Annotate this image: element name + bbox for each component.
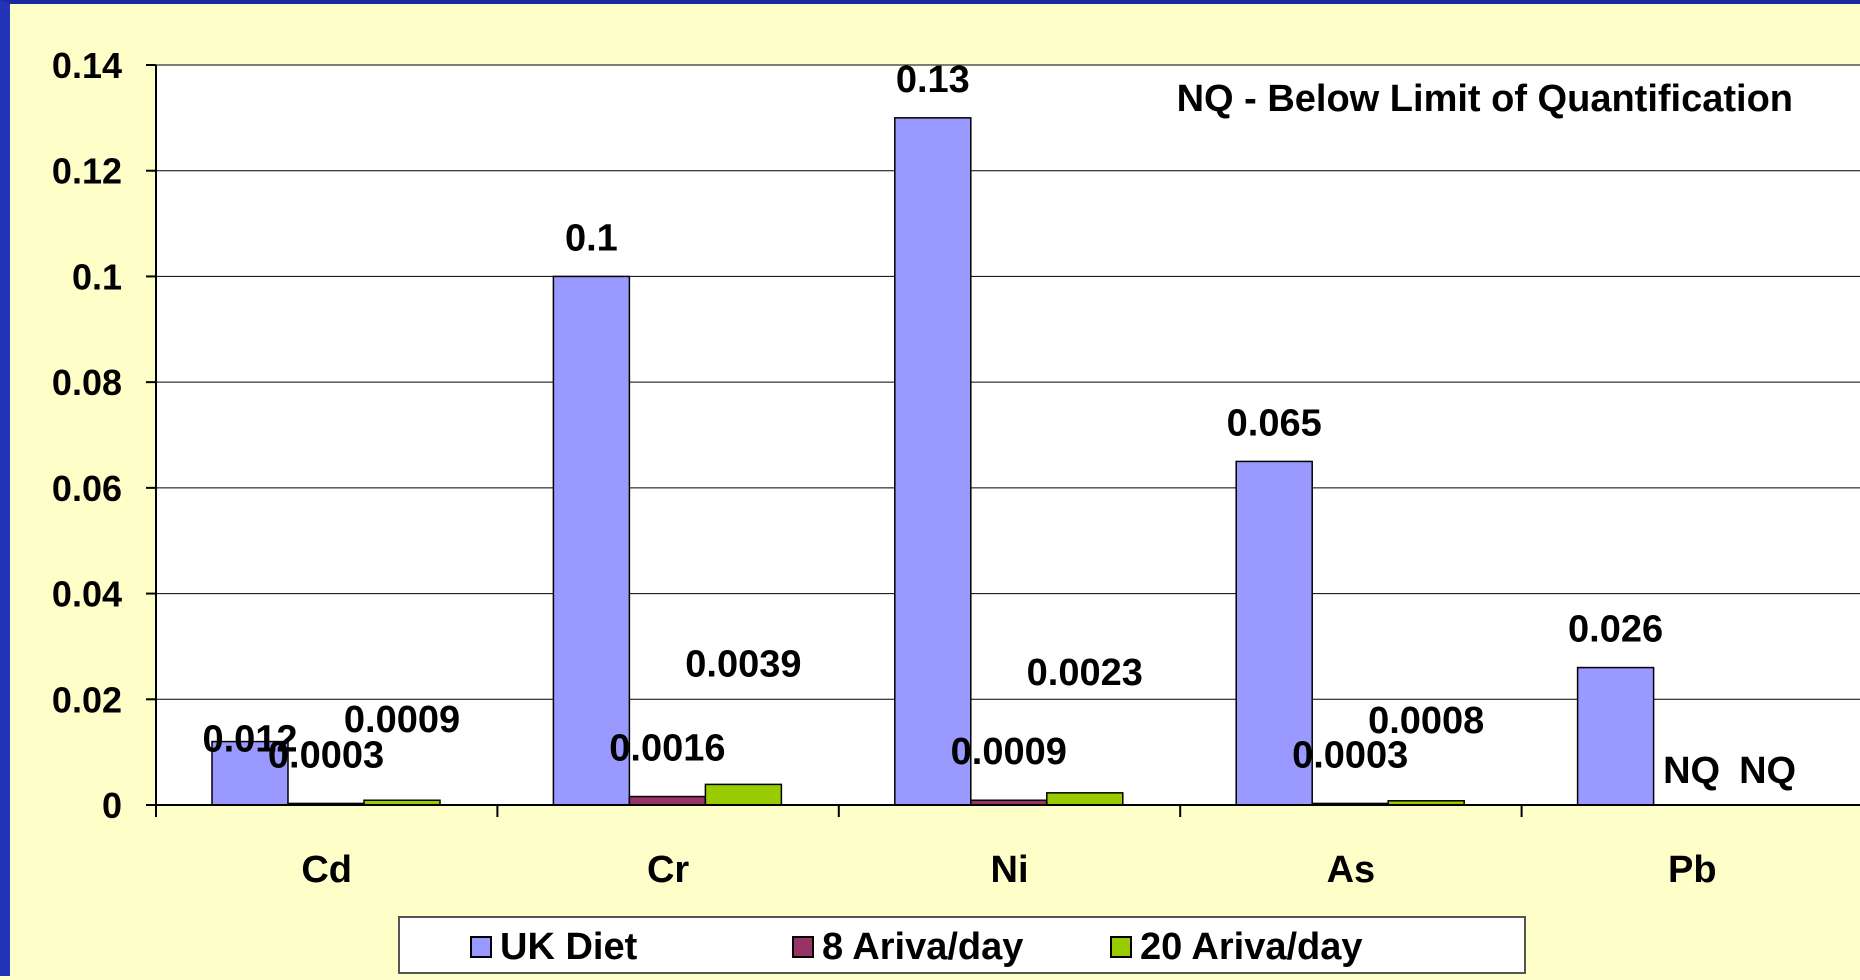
- bar-as-series-1: [1235, 460, 1313, 806]
- legend-label: 20 Ariva/day: [1140, 925, 1363, 968]
- nq-annotation: NQ - Below Limit of Quantification: [1177, 78, 1793, 120]
- data-label: 0.1: [565, 217, 618, 259]
- y-tick-label: 0.12: [52, 151, 122, 192]
- data-label: 0.065: [1227, 402, 1322, 444]
- bar-pb-series-1: [1576, 666, 1655, 806]
- legend-swatch: [792, 936, 814, 958]
- data-label: 0.026: [1568, 609, 1663, 651]
- plot-area: [156, 65, 1860, 805]
- legend-item: 8 Ariva/day: [792, 925, 1024, 968]
- data-label: 0.0009: [344, 699, 460, 741]
- legend-swatch: [1110, 936, 1132, 958]
- x-tick-label-ni: Ni: [991, 849, 1029, 891]
- data-label: 0.0008: [1368, 700, 1484, 742]
- y-tick-label: 0.08: [52, 362, 122, 403]
- legend-label: 8 Ariva/day: [822, 925, 1024, 968]
- x-tick-label-cd: Cd: [301, 849, 352, 891]
- legend-swatch: [470, 936, 492, 958]
- data-label: 0.0003: [268, 734, 384, 776]
- bar-cr-series-3: [704, 783, 783, 806]
- legend-label: UK Diet: [500, 925, 638, 968]
- bar-cr-series-2: [628, 795, 707, 806]
- bar-ni-series-1: [894, 117, 972, 806]
- bar-cd-series-1: [211, 740, 289, 806]
- data-label: NQ: [1663, 750, 1720, 792]
- y-tick-label: 0.14: [52, 45, 122, 86]
- y-tick-label: 0.04: [52, 574, 122, 615]
- data-label: 0.0009: [951, 731, 1067, 773]
- data-label: 0.13: [896, 59, 970, 101]
- x-tick-label-cr: Cr: [647, 849, 689, 891]
- data-label: 0.0003: [1292, 734, 1408, 776]
- legend-item: UK Diet: [470, 925, 638, 968]
- x-tick-label-as: As: [1327, 849, 1376, 891]
- data-label: 0.012: [202, 718, 297, 760]
- bar-chart: 00.020.040.060.080.10.120.14 Cd Cr Ni As Pb …: [52, 45, 1860, 891]
- y-tick-label: 0: [102, 785, 122, 826]
- data-label: NQ: [1739, 750, 1796, 792]
- y-tick-label: 0.1: [72, 256, 122, 297]
- x-tick-label-pb: Pb: [1668, 849, 1717, 891]
- data-label: 0.0039: [685, 643, 801, 685]
- y-tick-label: 0.06: [52, 468, 122, 509]
- bar-ni-series-3: [1046, 792, 1124, 806]
- data-label: 0.0023: [1027, 652, 1143, 694]
- bar-cr-series-1: [552, 275, 631, 806]
- y-tick-label: 0.02: [52, 679, 122, 720]
- legend-item: 20 Ariva/day: [1110, 925, 1363, 968]
- data-label: 0.0016: [609, 728, 725, 770]
- chart-legend: UK Diet 8 Ariva/day 20 Ariva/day: [398, 916, 1526, 974]
